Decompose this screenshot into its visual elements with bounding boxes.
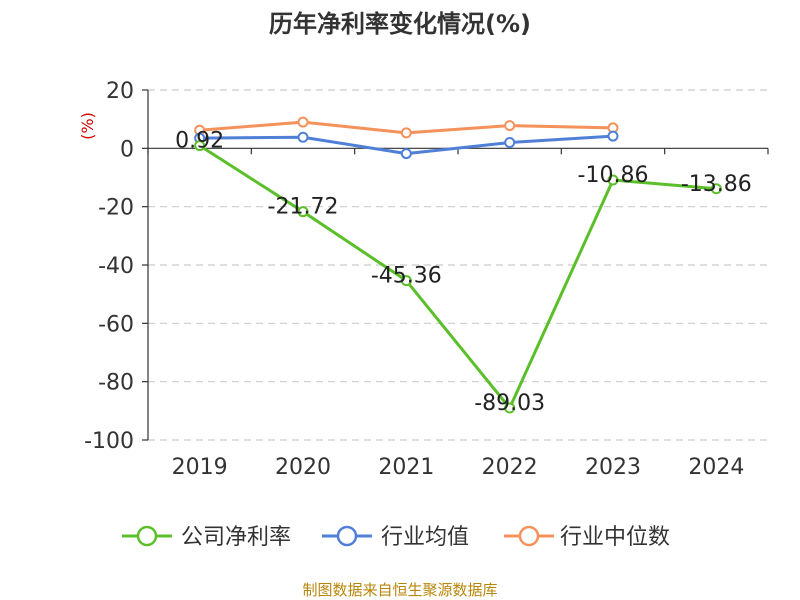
y-tick-label: -60 xyxy=(98,312,134,337)
y-tick-label: -80 xyxy=(98,371,134,396)
x-tick-label: 2021 xyxy=(378,455,434,480)
data-point xyxy=(400,275,412,287)
legend-item[interactable]: 行业均值 xyxy=(322,525,469,550)
grid xyxy=(148,89,768,441)
chart-title: 历年净利率变化情况(%) xyxy=(269,10,531,38)
legend-item[interactable]: 行业中位数 xyxy=(504,525,670,550)
data-point xyxy=(194,140,206,152)
data-point xyxy=(297,206,309,218)
series-0 xyxy=(194,140,722,414)
source-note: 制图数据来自恒生聚源数据库 xyxy=(302,581,497,599)
y-tick-label: -20 xyxy=(98,196,134,221)
series-layer xyxy=(194,116,722,414)
legend-item[interactable]: 公司净利率 xyxy=(122,525,291,550)
data-point xyxy=(400,127,412,139)
y-axis-unit-label: (%) xyxy=(78,112,97,140)
data-point xyxy=(297,116,309,128)
y-tick-label: -40 xyxy=(98,254,134,279)
data-point xyxy=(607,130,619,142)
series-line xyxy=(198,144,717,410)
legend-marker xyxy=(336,525,358,547)
legend-label: 公司净利率 xyxy=(181,525,291,550)
data-point xyxy=(710,183,722,195)
data-labels: 0.92 -21.72 -45.36 -89.03 -10.86 -13.86 xyxy=(175,129,752,416)
series-2 xyxy=(194,116,619,139)
data-label: -10.86 xyxy=(578,163,649,188)
x-tick-label: 2022 xyxy=(482,455,538,480)
data-point xyxy=(607,174,619,186)
data-label: 0.92 xyxy=(175,129,224,154)
data-label: -45.36 xyxy=(371,264,442,289)
x-tick-label: 2023 xyxy=(585,455,641,480)
y-tick-label: 0 xyxy=(120,137,134,162)
legend-marker xyxy=(136,525,158,547)
data-label: -89.03 xyxy=(474,391,545,416)
axes: 20 0 -20 -40 -60 -80 -100 2019 2020 2021 2022 2023 2… xyxy=(84,79,769,480)
x-tick-label: 2024 xyxy=(688,455,744,480)
legend-label: 行业均值 xyxy=(381,525,469,550)
data-point xyxy=(504,402,516,414)
data-label: -21.72 xyxy=(268,195,339,220)
legend: 公司净利率 行业均值 行业中位数 xyxy=(122,525,670,550)
series-1 xyxy=(194,130,619,160)
legend-label: 行业中位数 xyxy=(560,525,670,550)
x-tick-label: 2019 xyxy=(172,455,228,480)
data-point xyxy=(504,137,516,148)
y-tick-label: -100 xyxy=(84,429,134,454)
data-point xyxy=(297,131,309,143)
legend-marker xyxy=(518,525,540,547)
data-point xyxy=(504,120,516,132)
data-label: -13.86 xyxy=(681,172,752,197)
x-tick-label: 2020 xyxy=(275,455,331,480)
data-point xyxy=(400,148,412,160)
y-tick-label: 20 xyxy=(106,79,134,104)
